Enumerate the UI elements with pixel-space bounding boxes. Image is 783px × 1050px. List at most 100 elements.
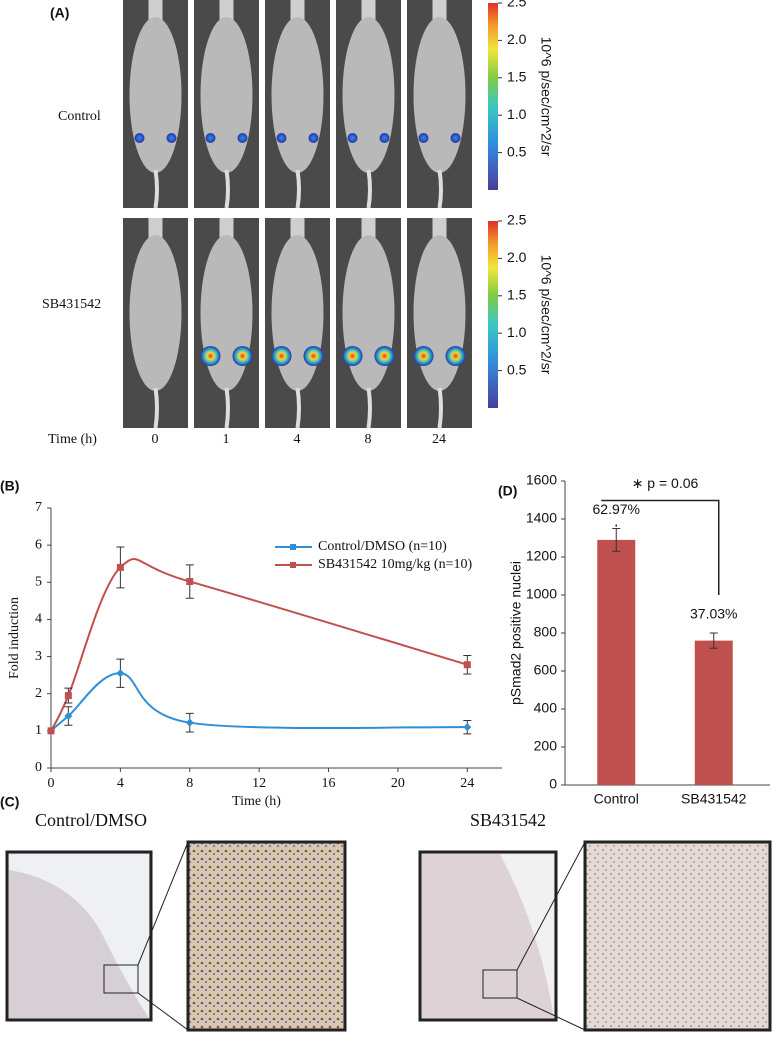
y-tick-label: 5 (35, 575, 42, 590)
signal (374, 346, 395, 366)
tail (153, 387, 159, 429)
signal (445, 346, 466, 366)
y-tick-label: 800 (534, 624, 558, 640)
y-tick-label: 1000 (526, 586, 557, 602)
y-tick-label: 3 (35, 649, 42, 664)
series-line (50, 558, 468, 732)
time-label: 0 (152, 432, 159, 447)
axis-label: Time (h) (48, 432, 97, 447)
y-tick-label: 1400 (526, 510, 557, 526)
panel-title: SB431542 (470, 810, 546, 830)
marker (463, 723, 472, 732)
mouse-images (123, 0, 472, 429)
probe (432, 0, 447, 22)
x-tick-label: 12 (252, 776, 266, 791)
colorbar-tick-label: 1.5 (507, 69, 527, 85)
mouse-body (342, 17, 395, 173)
x-tick-label: Control (594, 791, 639, 807)
marker (186, 578, 194, 586)
marker (116, 669, 125, 678)
panel-title: Control/DMSO (35, 810, 147, 830)
signal (166, 133, 177, 143)
colorbar-title: 10^6 p/sec/cm^2/sr (538, 255, 554, 375)
colorbar-tick-label: 2.5 (507, 212, 527, 228)
probe (432, 218, 447, 240)
legend-marker (290, 562, 296, 568)
mouse-body (200, 17, 253, 173)
y-tick-label: 400 (534, 700, 558, 716)
probe (219, 0, 234, 22)
mouse-body (129, 235, 182, 391)
error-bar (709, 632, 718, 649)
bar (597, 539, 636, 785)
histology (5, 840, 772, 1032)
probe (219, 218, 234, 240)
tail (295, 387, 301, 429)
legend-marker (290, 544, 296, 550)
row-label: Control (58, 109, 101, 124)
y-tick-label: 7 (35, 500, 42, 515)
signal (276, 133, 287, 143)
y-axis-label: Fold induction (7, 597, 22, 679)
signal (237, 133, 248, 143)
y-tick-label: 1 (35, 723, 42, 738)
signal (347, 133, 358, 143)
tail (366, 387, 372, 429)
signal (342, 346, 363, 366)
panel-label: (C) (0, 794, 19, 810)
x-tick-label: SB431542 (681, 791, 747, 807)
probe (290, 0, 305, 22)
colorbar (488, 221, 498, 408)
legend-label: SB431542 10mg/kg (n=10) (318, 557, 472, 572)
signal (303, 346, 324, 366)
marker (185, 718, 194, 727)
marker (64, 712, 73, 720)
marker (47, 727, 55, 735)
probe (148, 0, 163, 22)
colorbar-tick-label: 2.0 (507, 31, 527, 47)
y-tick-label: 200 (534, 738, 558, 754)
mouse-body (200, 235, 253, 391)
time-label: 8 (365, 432, 372, 447)
y-tick-label: 1200 (526, 548, 557, 564)
y-tick-label: 600 (534, 662, 558, 678)
x-tick-label: 24 (460, 776, 474, 791)
probe (361, 0, 376, 22)
y-tick-label: 0 (35, 760, 42, 775)
mouse-body (413, 235, 466, 391)
significance-bracket (601, 499, 720, 595)
tail (437, 169, 443, 209)
signal (379, 133, 390, 143)
colorbar (488, 3, 498, 190)
x-tick-label: 0 (48, 776, 55, 791)
colorbar-tick-label: 2.5 (507, 0, 527, 10)
y-axis-label: pSmad2 positive nuclei (508, 561, 524, 705)
error-bar (612, 528, 621, 552)
time-label: 1 (223, 432, 230, 447)
probe (290, 218, 305, 240)
panel-label: (A) (50, 5, 69, 21)
colorbar-tick-label: 1.0 (507, 324, 527, 340)
colorbar-tick-label: 1.5 (507, 287, 527, 303)
significance-label: ∗ p = 0.06 (632, 475, 699, 491)
tail (295, 169, 301, 209)
mouse-body (129, 17, 182, 173)
colorbar-tick-label: 2.0 (507, 249, 527, 265)
signal (232, 346, 253, 366)
bar (694, 640, 733, 785)
colorbar-title: 10^6 p/sec/cm^2/sr (538, 37, 554, 157)
signal (200, 346, 221, 366)
y-tick-label: 6 (35, 537, 42, 552)
x-tick-label: 20 (391, 776, 405, 791)
probe (361, 218, 376, 240)
marker (116, 563, 124, 571)
tail (224, 169, 230, 209)
time-label: 24 (432, 432, 446, 447)
mouse-body (413, 17, 466, 173)
x-axis-label: Time (h) (232, 794, 281, 809)
panel-label: (B) (0, 478, 19, 494)
marker (463, 661, 471, 669)
y-tick-label: 2 (35, 686, 42, 701)
mouse-body (271, 17, 324, 173)
